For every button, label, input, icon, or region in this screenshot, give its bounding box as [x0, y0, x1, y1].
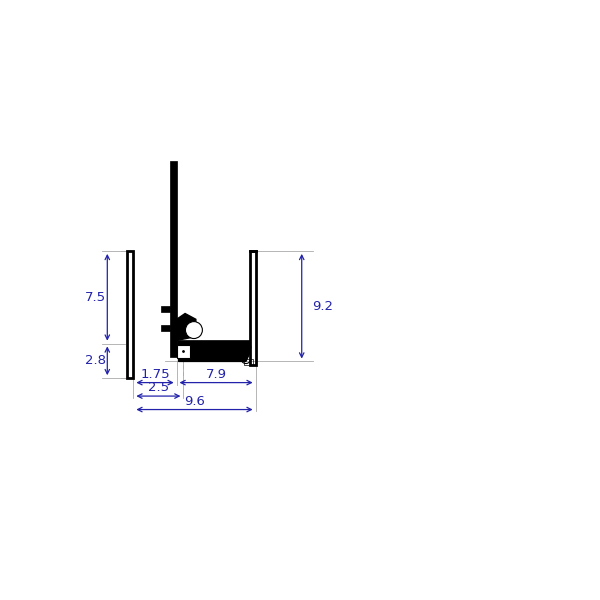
- Polygon shape: [179, 347, 251, 361]
- Text: 1.75: 1.75: [140, 368, 170, 380]
- Bar: [170, 161, 176, 357]
- Text: 2.8: 2.8: [85, 355, 106, 367]
- Bar: [244, 359, 253, 365]
- Bar: [176, 344, 190, 358]
- Bar: [161, 305, 170, 312]
- Text: 7.5: 7.5: [85, 291, 106, 304]
- Text: 2.5: 2.5: [148, 381, 169, 394]
- Circle shape: [185, 322, 202, 338]
- Text: 9.2: 9.2: [313, 300, 334, 313]
- Bar: [250, 251, 256, 365]
- Text: 9.6: 9.6: [184, 395, 205, 407]
- Bar: [161, 325, 170, 331]
- Bar: [127, 251, 133, 378]
- Bar: [176, 340, 250, 347]
- Text: 7.9: 7.9: [206, 368, 227, 380]
- Polygon shape: [176, 314, 196, 340]
- Polygon shape: [176, 344, 211, 352]
